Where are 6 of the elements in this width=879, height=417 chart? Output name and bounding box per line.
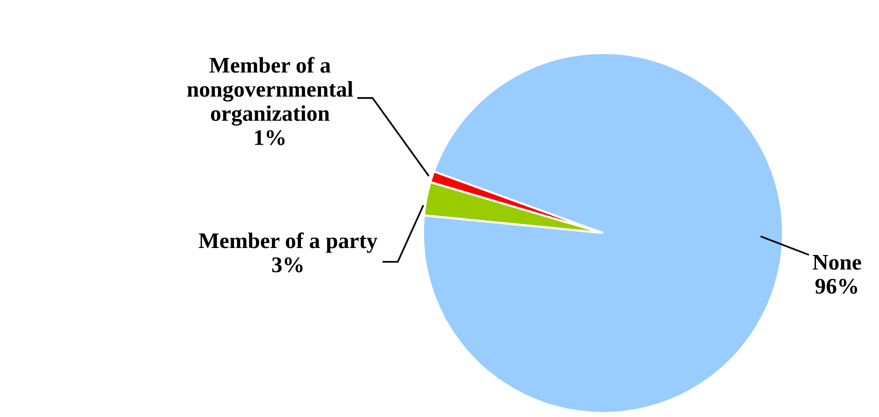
data-label: 96%: [815, 278, 858, 294]
slice-label: None: [812, 254, 862, 270]
slice-label: Member of a nongovernmental organization: [187, 56, 353, 126]
data-label: 1%: [255, 130, 285, 146]
data-label: 3%: [272, 257, 303, 272]
slice-label: Member of a party: [198, 232, 378, 253]
